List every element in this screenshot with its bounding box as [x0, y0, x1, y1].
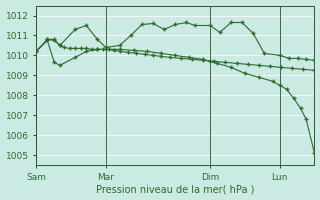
X-axis label: Pression niveau de la mer( hPa ): Pression niveau de la mer( hPa ) [96, 184, 254, 194]
